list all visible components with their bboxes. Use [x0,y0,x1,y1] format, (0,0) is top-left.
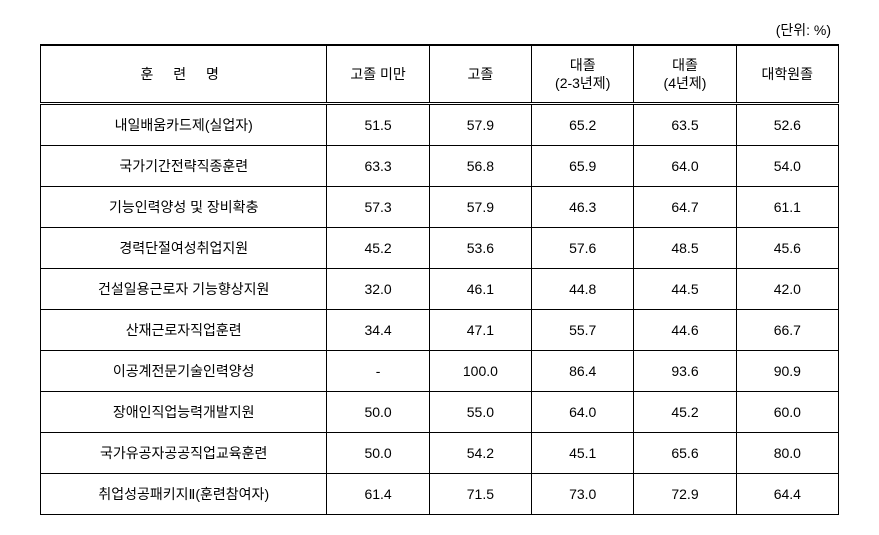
table-row: 경력단절여성취업지원45.253.657.648.545.6 [41,228,839,269]
col-header-name: 훈 련 명 [41,45,327,104]
row-value-cell: 100.0 [429,351,531,392]
row-value-cell: 45.2 [327,228,429,269]
col-header-4-line1: 대졸 [642,56,727,74]
data-table: 훈 련 명 고졸 미만 고졸 대졸 (2-3년제) 대졸 (4년제) 대학원졸 … [40,44,839,515]
row-value-cell: 34.4 [327,310,429,351]
row-name-cell: 이공계전문기술인력양성 [41,351,327,392]
col-header-3-line1: 대졸 [540,56,625,74]
col-header-3-line2: (2-3년제) [540,74,625,92]
row-value-cell: 61.4 [327,474,429,515]
row-value-cell: 55.7 [532,310,634,351]
row-value-cell: 50.0 [327,433,429,474]
table-row: 기능인력양성 및 장비확충57.357.946.364.761.1 [41,187,839,228]
row-value-cell: 53.6 [429,228,531,269]
row-value-cell: 61.1 [736,187,838,228]
row-value-cell: - [327,351,429,392]
col-header-2: 고졸 [429,45,531,104]
table-row: 건설일용근로자 기능향상지원32.046.144.844.542.0 [41,269,839,310]
row-name-cell: 국가유공자공공직업교육훈련 [41,433,327,474]
col-header-4: 대졸 (4년제) [634,45,736,104]
row-value-cell: 64.0 [532,392,634,433]
row-value-cell: 65.6 [634,433,736,474]
row-name-cell: 내일배움카드제(실업자) [41,104,327,146]
row-value-cell: 32.0 [327,269,429,310]
table-row: 국가유공자공공직업교육훈련50.054.245.165.680.0 [41,433,839,474]
row-value-cell: 45.6 [736,228,838,269]
table-row: 내일배움카드제(실업자)51.557.965.263.552.6 [41,104,839,146]
row-value-cell: 48.5 [634,228,736,269]
row-name-cell: 기능인력양성 및 장비확충 [41,187,327,228]
row-value-cell: 57.9 [429,187,531,228]
col-header-4-line2: (4년제) [642,74,727,92]
row-value-cell: 72.9 [634,474,736,515]
row-value-cell: 65.9 [532,146,634,187]
row-value-cell: 63.3 [327,146,429,187]
row-value-cell: 66.7 [736,310,838,351]
row-value-cell: 57.3 [327,187,429,228]
row-value-cell: 86.4 [532,351,634,392]
row-value-cell: 60.0 [736,392,838,433]
table-row: 장애인직업능력개발지원50.055.064.045.260.0 [41,392,839,433]
row-name-cell: 건설일용근로자 기능향상지원 [41,269,327,310]
row-value-cell: 57.9 [429,104,531,146]
row-value-cell: 45.1 [532,433,634,474]
row-value-cell: 55.0 [429,392,531,433]
row-value-cell: 57.6 [532,228,634,269]
table-body: 내일배움카드제(실업자)51.557.965.263.552.6국가기간전략직종… [41,104,839,515]
row-value-cell: 64.4 [736,474,838,515]
row-value-cell: 63.5 [634,104,736,146]
row-value-cell: 51.5 [327,104,429,146]
row-value-cell: 93.6 [634,351,736,392]
table-row: 취업성공패키지Ⅱ(훈련참여자)61.471.573.072.964.4 [41,474,839,515]
row-value-cell: 52.6 [736,104,838,146]
row-value-cell: 54.2 [429,433,531,474]
row-value-cell: 64.0 [634,146,736,187]
row-value-cell: 73.0 [532,474,634,515]
row-value-cell: 90.9 [736,351,838,392]
row-value-cell: 44.5 [634,269,736,310]
row-value-cell: 44.8 [532,269,634,310]
col-header-3: 대졸 (2-3년제) [532,45,634,104]
row-name-cell: 장애인직업능력개발지원 [41,392,327,433]
row-name-cell: 경력단절여성취업지원 [41,228,327,269]
table-row: 국가기간전략직종훈련63.356.865.964.054.0 [41,146,839,187]
unit-label: (단위: %) [40,20,839,40]
row-value-cell: 46.1 [429,269,531,310]
row-value-cell: 56.8 [429,146,531,187]
row-value-cell: 65.2 [532,104,634,146]
row-value-cell: 50.0 [327,392,429,433]
col-header-5: 대학원졸 [736,45,838,104]
table-row: 이공계전문기술인력양성-100.086.493.690.9 [41,351,839,392]
row-name-cell: 국가기간전략직종훈련 [41,146,327,187]
row-value-cell: 45.2 [634,392,736,433]
col-header-1: 고졸 미만 [327,45,429,104]
row-name-cell: 취업성공패키지Ⅱ(훈련참여자) [41,474,327,515]
header-row: 훈 련 명 고졸 미만 고졸 대졸 (2-3년제) 대졸 (4년제) 대학원졸 [41,45,839,104]
row-value-cell: 46.3 [532,187,634,228]
row-value-cell: 71.5 [429,474,531,515]
row-value-cell: 54.0 [736,146,838,187]
row-value-cell: 47.1 [429,310,531,351]
row-value-cell: 42.0 [736,269,838,310]
table-row: 산재근로자직업훈련34.447.155.744.666.7 [41,310,839,351]
row-value-cell: 80.0 [736,433,838,474]
row-name-cell: 산재근로자직업훈련 [41,310,327,351]
row-value-cell: 64.7 [634,187,736,228]
row-value-cell: 44.6 [634,310,736,351]
